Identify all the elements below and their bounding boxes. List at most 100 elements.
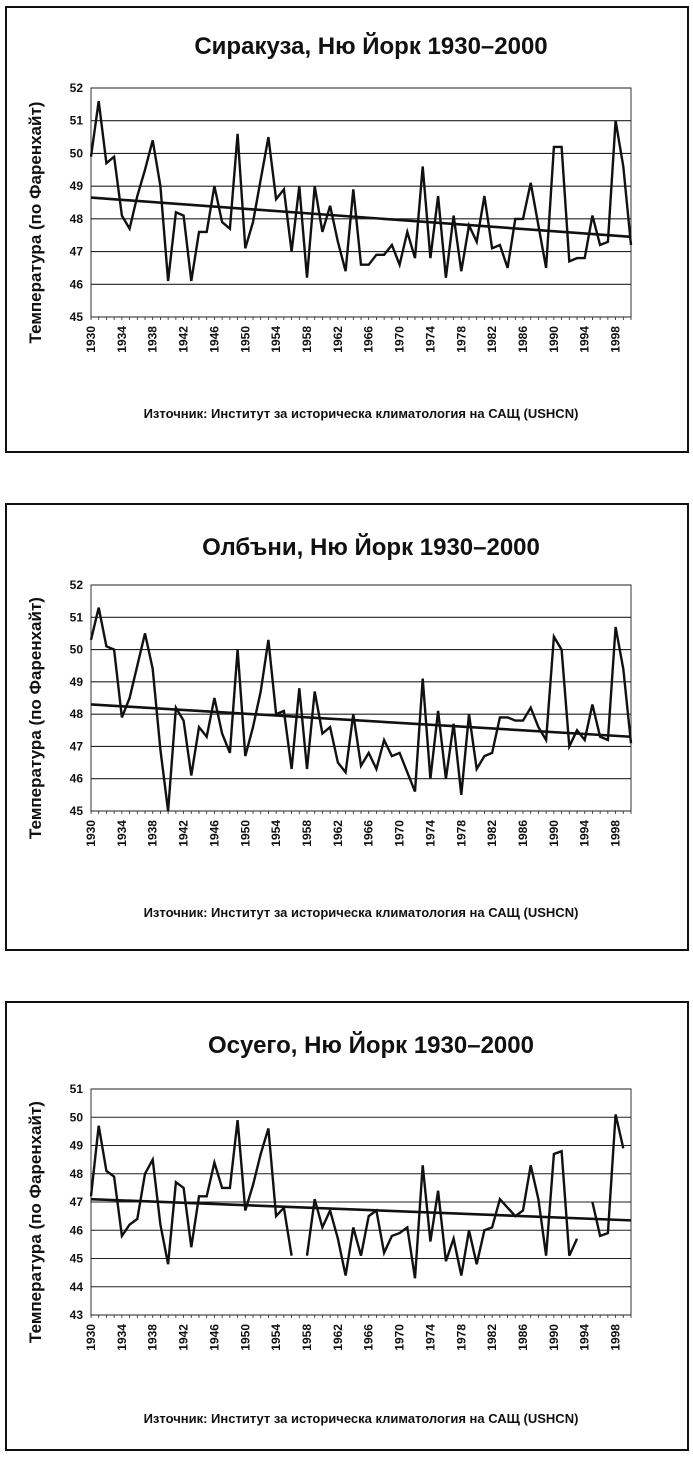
y-tick-label: 51 (70, 610, 84, 624)
x-tick-label: 1946 (207, 1324, 221, 1351)
y-tick-label: 51 (70, 114, 84, 128)
x-tick-label: 1986 (516, 1324, 530, 1351)
y-tick-label: 50 (70, 643, 84, 657)
x-tick-label: 1938 (146, 1324, 160, 1351)
source-note: Източник: Институт за историческа климат… (144, 1411, 579, 1426)
chart-title: Сиракуза, Ню Йорк 1930–2000 (194, 32, 547, 60)
y-tick-label: 47 (70, 1195, 84, 1209)
y-tick-label: 44 (70, 1280, 84, 1294)
x-tick-label: 1966 (362, 326, 376, 353)
y-axis-label: Температура (по Фаренхайт) (26, 1101, 45, 1343)
x-tick-label: 1938 (146, 820, 160, 847)
chart-panel-syracuse: Сиракуза, Ню Йорк 1930–2000 45 46 47 48 49 50 5… (5, 6, 689, 453)
x-tick-label: 1990 (547, 820, 561, 847)
x-tick-label: 1958 (300, 326, 314, 353)
y-tick-label: 50 (70, 1110, 84, 1124)
x-tick-label: 1986 (516, 326, 530, 353)
x-tick-label: 1954 (269, 1324, 283, 1351)
trend-line (90, 1197, 632, 1222)
x-tick-label: 1998 (609, 1324, 623, 1351)
x-tick-label: 1994 (578, 326, 592, 353)
chart-title: Осуего, Ню Йорк 1930–2000 (208, 1031, 534, 1059)
x-tick-label: 1966 (362, 1324, 376, 1351)
chart-title: Олбъни, Ню Йорк 1930–2000 (202, 533, 540, 561)
trend-line (90, 703, 632, 739)
x-tick-label: 1934 (115, 820, 129, 847)
x-tick-label: 1958 (300, 820, 314, 847)
chart-svg-albany: Олбъни, Ню Йорк 1930–2000 45 46 47 48 49 50 51 5… (26, 533, 633, 920)
y-tick-label: 49 (70, 675, 84, 689)
temperature-series-line (89, 100, 633, 282)
x-tick-label: 1990 (547, 1324, 561, 1351)
x-tick-label: 1978 (454, 326, 468, 353)
x-tick-label: 1974 (423, 820, 437, 847)
y-tick-label: 48 (70, 1167, 84, 1181)
x-tick-label: 1930 (84, 326, 98, 353)
y-axis-label: Температура (по Фаренхайт) (26, 102, 45, 344)
x-tick-label: 1998 (609, 326, 623, 353)
y-tick-label: 52 (70, 578, 84, 592)
x-tick-label: 1966 (362, 820, 376, 847)
x-tick-label: 1994 (578, 820, 592, 847)
x-tick-label: 1962 (331, 1324, 345, 1351)
y-tick-label: 46 (70, 772, 84, 786)
x-tick-label: 1930 (84, 820, 98, 847)
x-tick-label: 1970 (393, 326, 407, 353)
chart-panel-oswego: Осуего, Ню Йорк 1930–2000 43 44 45 46 47 48 49 5… (5, 1001, 689, 1451)
y-tick-label: 43 (70, 1308, 84, 1322)
x-tick-label: 1982 (485, 326, 499, 353)
x-tick-label: 1970 (393, 1324, 407, 1351)
y-tick-label: 47 (70, 739, 84, 753)
temperature-series-line (591, 1114, 625, 1238)
y-tick-label: 48 (70, 212, 84, 226)
x-tick-label: 1982 (485, 1324, 499, 1351)
y-tick-label: 52 (70, 81, 84, 95)
x-tick-label: 1962 (331, 820, 345, 847)
y-tick-label: 51 (70, 1082, 84, 1096)
y-tick-label: 50 (70, 146, 84, 160)
x-tick-label: 1950 (238, 820, 252, 847)
x-tick-label: 1946 (207, 326, 221, 353)
x-tick-label: 1994 (578, 1324, 592, 1351)
y-tick-label: 49 (70, 1139, 84, 1153)
chart-svg-syracuse: Сиракуза, Ню Йорк 1930–2000 45 46 47 48 49 50 5… (26, 32, 633, 421)
x-tick-label: 1982 (485, 820, 499, 847)
source-note: Източник: Институт за историческа климат… (144, 905, 579, 920)
x-tick-label: 1938 (146, 326, 160, 353)
x-tick-label: 1954 (269, 326, 283, 353)
x-tick-label: 1978 (454, 1324, 468, 1351)
y-tick-label: 48 (70, 707, 84, 721)
x-tick-label: 1954 (269, 820, 283, 847)
x-tick-label: 1934 (115, 326, 129, 353)
x-tick-label: 1958 (300, 1324, 314, 1351)
x-tick-label: 1942 (177, 820, 191, 847)
chart-svg-oswego: Осуего, Ню Йорк 1930–2000 43 44 45 46 47 48 49 5… (26, 1031, 632, 1426)
temperature-series-line (305, 1149, 579, 1279)
y-tick-label: 45 (70, 1252, 84, 1266)
y-tick-label: 45 (70, 804, 84, 818)
x-tick-label: 1950 (238, 1324, 252, 1351)
x-tick-label: 1962 (331, 326, 345, 353)
x-tick-label: 1934 (115, 1324, 129, 1351)
y-tick-label: 45 (70, 310, 84, 324)
y-tick-label: 46 (70, 1223, 84, 1237)
y-tick-label: 49 (70, 179, 84, 193)
x-tick-label: 1986 (516, 820, 530, 847)
trend-line (90, 196, 632, 239)
y-axis-label: Температура (по Фаренхайт) (26, 597, 45, 839)
temperature-series-line (89, 1119, 293, 1265)
x-tick-label: 1974 (423, 1324, 437, 1351)
chart-panel-albany: Олбъни, Ню Йорк 1930–2000 45 46 47 48 49 50 51 5… (5, 503, 689, 951)
x-tick-label: 1946 (207, 820, 221, 847)
x-tick-label: 1950 (238, 326, 252, 353)
x-tick-label: 1974 (423, 326, 437, 353)
x-tick-label: 1978 (454, 820, 468, 847)
x-tick-label: 1990 (547, 326, 561, 353)
source-note: Източник: Институт за историческа климат… (144, 406, 579, 421)
x-tick-label: 1970 (393, 820, 407, 847)
x-tick-label: 1942 (177, 1324, 191, 1351)
x-tick-label: 1998 (609, 820, 623, 847)
y-tick-label: 46 (70, 277, 84, 291)
y-tick-label: 47 (70, 245, 84, 259)
x-tick-label: 1942 (177, 326, 191, 353)
